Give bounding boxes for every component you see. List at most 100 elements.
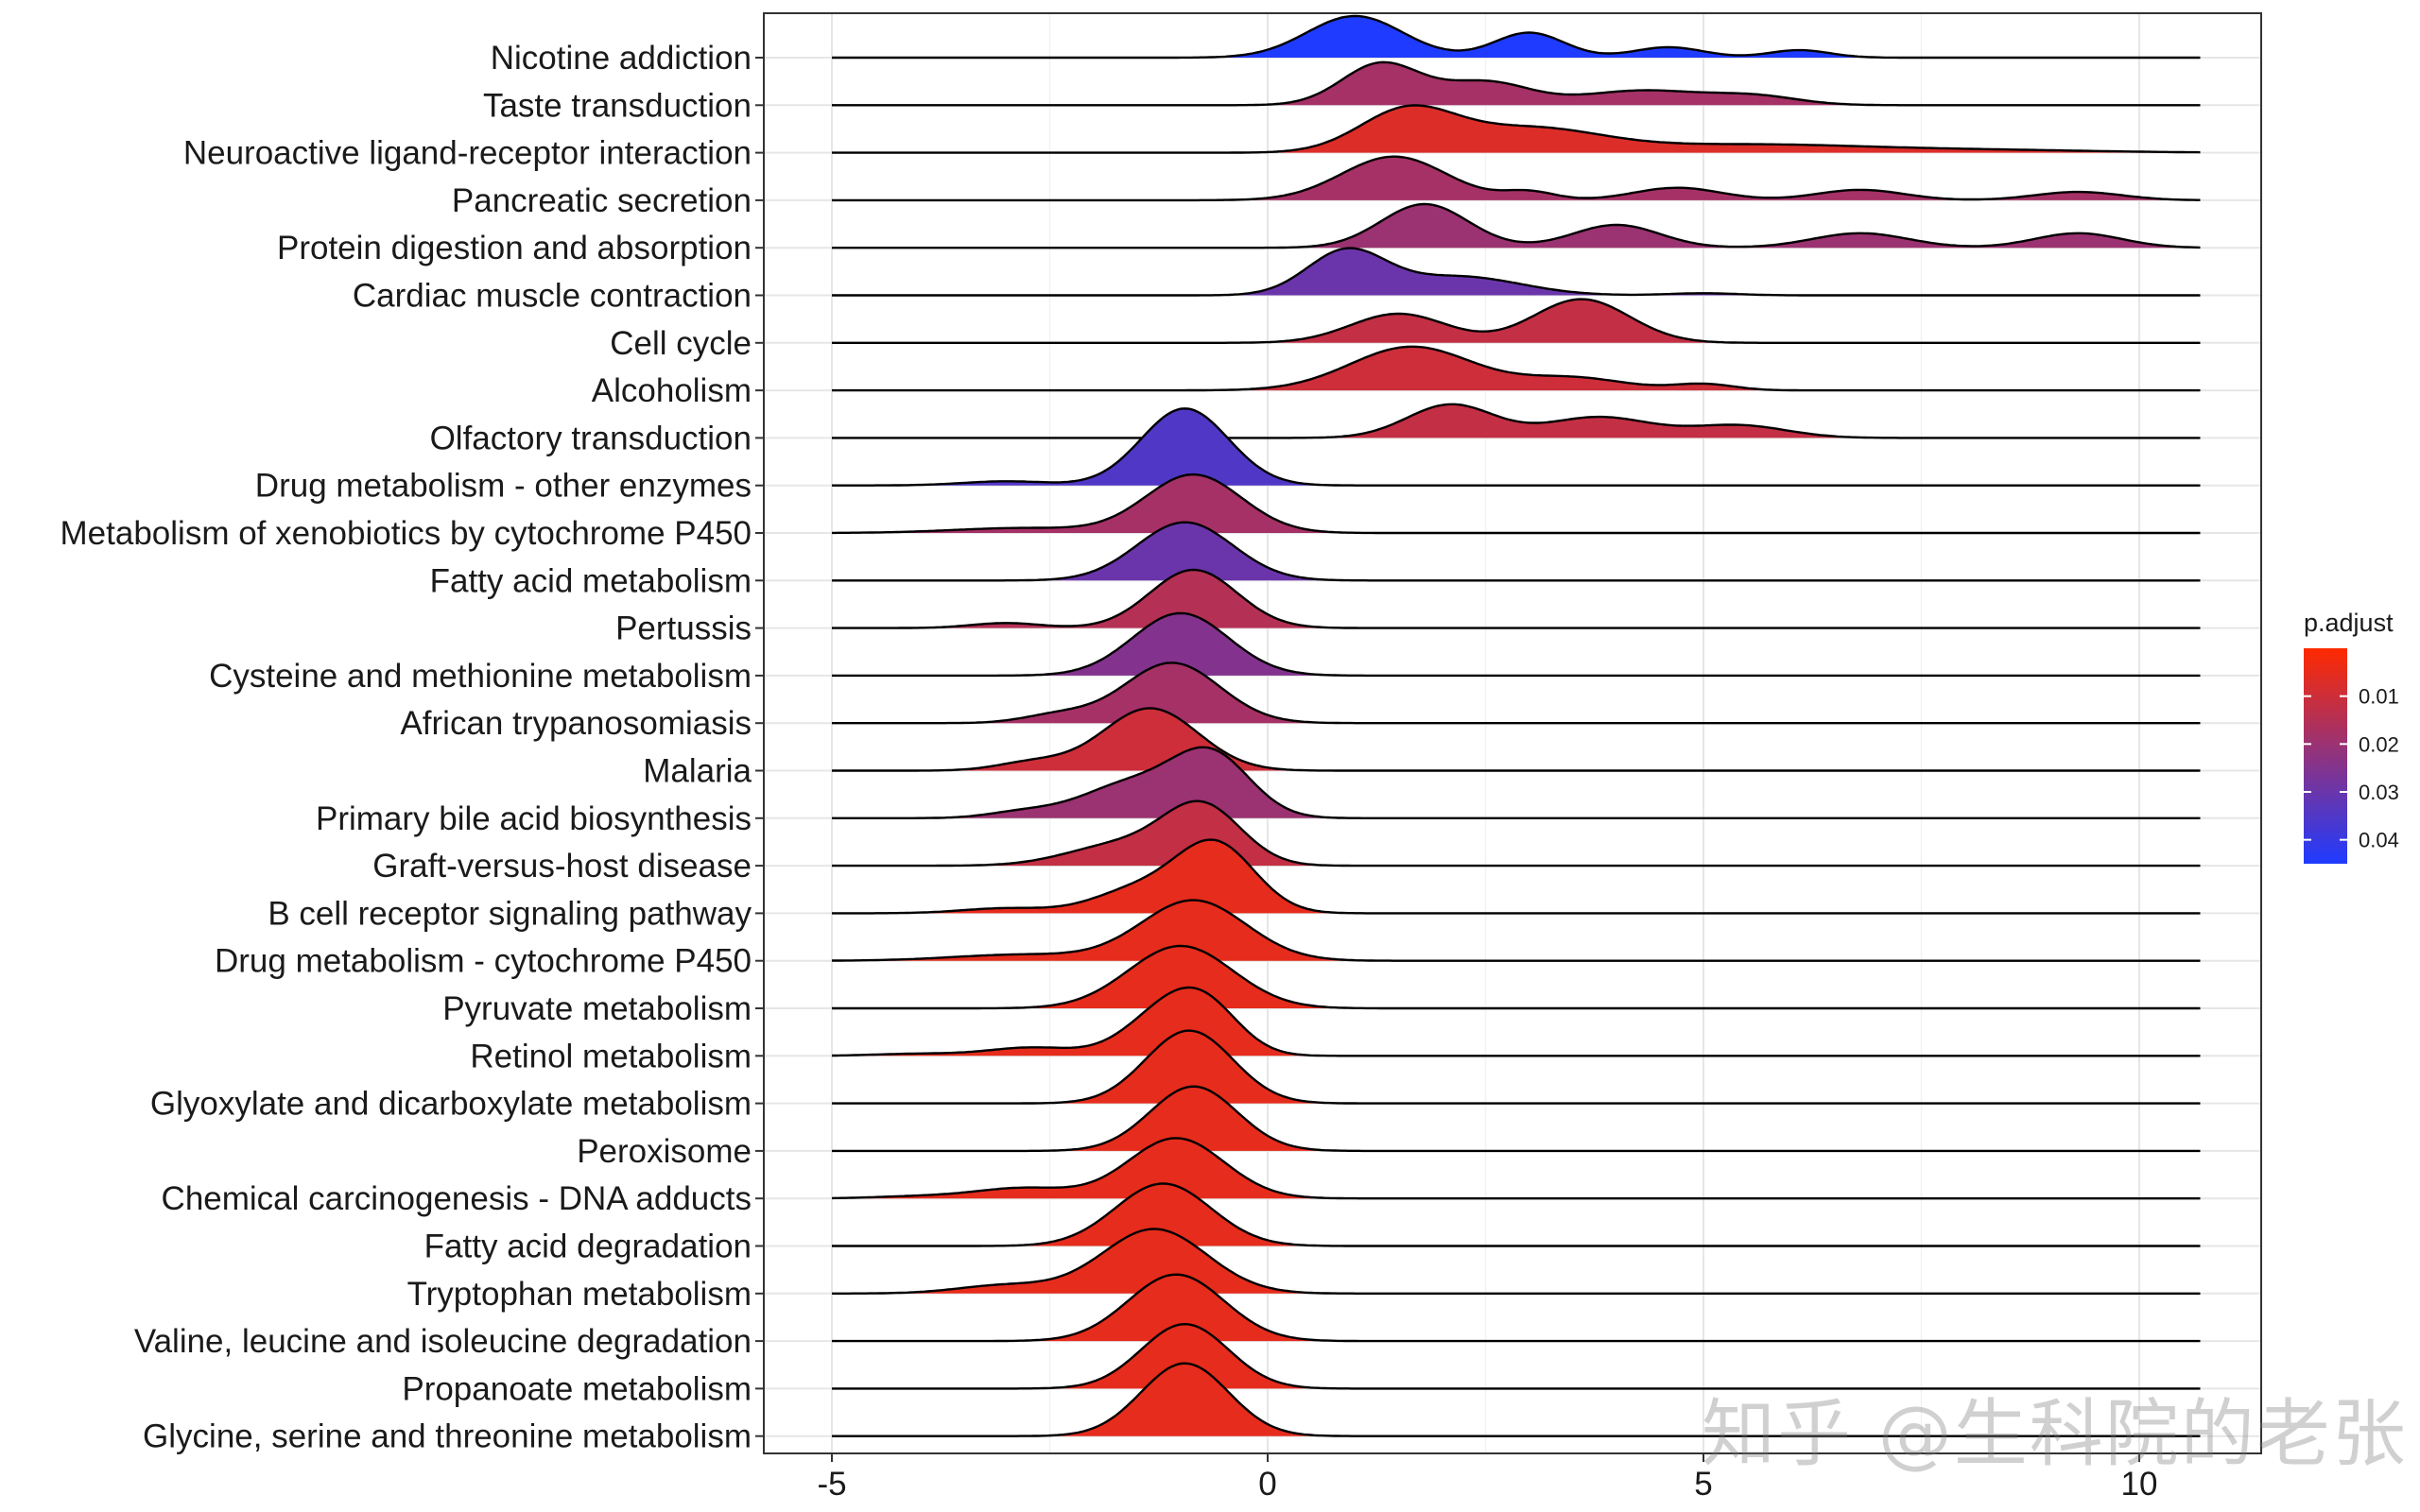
ridge-outline (832, 155, 2201, 202)
ridge-fill (893, 839, 1349, 914)
category-label: Drug metabolism - other enzymes (255, 468, 752, 505)
ridge-13 (832, 568, 2201, 629)
grid (764, 13, 2261, 1453)
ridge-14 (832, 611, 2201, 678)
ridge-outline (832, 298, 2201, 344)
ridge-outline (832, 472, 2201, 535)
category-label: Valine, leucine and isoleucine degradati… (134, 1323, 752, 1360)
ridge-fill (961, 662, 1335, 724)
category-label: Chemical carcinogenesis - DNA adducts (162, 1180, 752, 1217)
ridge-outline (832, 521, 2201, 582)
ridge-outline (832, 14, 2201, 60)
ridge-fill (1249, 105, 2201, 153)
legend-tick-label: 0.02 (2359, 732, 2399, 756)
category-label: Cysteine and methionine metabolism (209, 658, 752, 695)
ridge-outline (832, 944, 2201, 1010)
category-label: Malaria (643, 753, 752, 790)
category-label: Fatty acid metabolism (430, 562, 752, 599)
ridge-fill (1221, 156, 2197, 200)
x-tick-label: 10 (2121, 1466, 2158, 1503)
x-tick-label: 0 (1258, 1466, 1276, 1503)
ridge-outline (832, 1029, 2201, 1105)
ridge-12 (832, 521, 2201, 582)
ridge-fill (1012, 1274, 1342, 1342)
category-label: Pyruvate metabolism (442, 990, 752, 1027)
category-label: Protein digestion and absorption (277, 230, 752, 266)
ridge-outline (832, 1322, 2201, 1390)
ridge-fill (1023, 522, 1349, 581)
ridge-outline (832, 1182, 2201, 1247)
legend-title: p.adjust (2304, 609, 2394, 637)
ridge-fill (1310, 404, 1879, 438)
panel-border (763, 12, 2262, 1454)
ridge-fill (841, 474, 1356, 533)
ridge-fill (1253, 61, 1876, 106)
ridge-fill (1280, 204, 2201, 249)
ridge-outline (832, 568, 2201, 629)
category-label: Metabolism of xenobiotics by cytochrome … (60, 515, 752, 552)
ridges (831, 14, 2201, 1437)
ridge-outline (832, 403, 2201, 439)
ridge-15 (832, 662, 2201, 725)
ridge-19 (832, 838, 2201, 915)
category-label: Peroxisome (577, 1133, 752, 1170)
ridge-outline (832, 202, 2201, 249)
ridge-outline (832, 986, 2201, 1057)
ridge-26 (832, 1182, 2201, 1247)
ridge-fill (1016, 612, 1345, 676)
ridge-28 (832, 1273, 2201, 1343)
ridge-9 (832, 403, 2201, 439)
legend-tick-label: 0.04 (2359, 829, 2399, 852)
ridge-4 (832, 155, 2201, 202)
ridge-outline (832, 60, 2201, 107)
category-label: Glycine, serine and threonine metabolism (143, 1418, 752, 1455)
category-label: Neuroactive ligand-receptor interaction (183, 135, 752, 172)
ridge-27 (832, 1228, 2201, 1295)
ridge-fill (1002, 946, 1359, 1008)
ridge-fill (1037, 1324, 1335, 1389)
ridge-1 (832, 14, 2201, 60)
ridge-fill (1208, 346, 1783, 391)
ridge-fill (1198, 16, 1882, 58)
ridge-8 (832, 345, 2201, 392)
category-label: Graft-versus-host disease (372, 848, 752, 885)
category-label: Pertussis (615, 610, 752, 647)
ridge-10 (832, 407, 2201, 487)
category-label: Cell cycle (610, 325, 752, 362)
ridge-17 (832, 746, 2201, 819)
ridge-outline (832, 1273, 2201, 1343)
ridge-outline (832, 611, 2201, 678)
legend-tick-label: 0.01 (2359, 685, 2399, 709)
ridge-outline (832, 662, 2201, 725)
legend-colorbar (2304, 648, 2347, 864)
ridge-3 (832, 104, 2201, 154)
ridge-fill (917, 570, 1342, 628)
ridge-11 (832, 472, 2201, 535)
category-label: Olfactory transduction (430, 420, 752, 456)
ridge-fill (930, 747, 1345, 818)
ridge-fill (1040, 1030, 1339, 1104)
ridge-23 (832, 1029, 2201, 1105)
ridge-outline (832, 1362, 2201, 1437)
ridge-fill (1215, 248, 1780, 296)
ridge-30 (832, 1362, 2201, 1437)
ridge-6 (832, 247, 2201, 297)
ridge-fill (958, 800, 1335, 867)
category-label: B cell receptor signaling pathway (268, 895, 752, 932)
ridge-outline (832, 838, 2201, 915)
ridge-outline (832, 1085, 2201, 1153)
ridge-25 (831, 1137, 2201, 1200)
legend: p.adjust 0.01 0.02 0.03 0.04 (2304, 609, 2399, 864)
category-label: African trypanosomiasis (400, 705, 752, 742)
category-label: Glyoxylate and dicarboxylate metabolism (150, 1086, 752, 1123)
category-label: Fatty acid degradation (424, 1228, 752, 1265)
category-label: Cardiac muscle contraction (353, 278, 752, 315)
x-axis: -5 0 5 10 (817, 1453, 2157, 1503)
ridge-outline (832, 707, 2201, 772)
ridge-2 (832, 60, 2201, 107)
ridge-outline (831, 1137, 2201, 1200)
ridge-outline (832, 104, 2201, 154)
ridge-7 (832, 298, 2201, 344)
watermark: 知乎 @生科院的老张 (1702, 1392, 2408, 1477)
